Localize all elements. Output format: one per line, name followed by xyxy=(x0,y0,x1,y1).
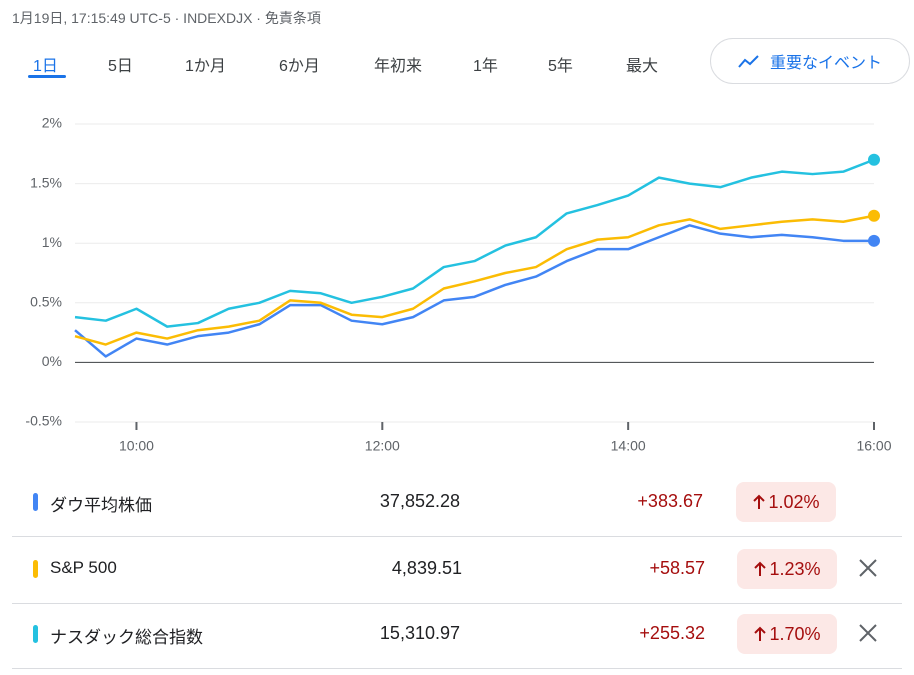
index-name: ナスダック総合指数 xyxy=(50,628,203,647)
legend-swatch xyxy=(33,625,38,643)
active-tab-underline xyxy=(28,75,66,78)
percent-label: 1.02% xyxy=(768,491,820,512)
up-arrow xyxy=(754,561,767,576)
series-line xyxy=(74,214,875,346)
percent-change: 1.70% xyxy=(737,614,837,654)
change: +383.67 xyxy=(637,491,703,511)
row-separator xyxy=(12,603,902,604)
events-icon xyxy=(738,55,759,68)
tab[interactable]: 1日 xyxy=(33,58,58,75)
tab[interactable]: 1年 xyxy=(473,58,498,75)
close-icon xyxy=(859,624,877,642)
row-separator xyxy=(12,668,902,669)
remove-button[interactable] xyxy=(857,555,879,586)
x-tick-label: 12:00 xyxy=(365,438,400,454)
price: 37,852.28 xyxy=(379,491,460,511)
end-dot xyxy=(868,234,880,247)
percent-change: 1.23% xyxy=(737,549,837,589)
y-tick-label: 1% xyxy=(42,234,62,250)
x-tick-label: 10:00 xyxy=(119,438,154,454)
tab[interactable]: 5年 xyxy=(548,58,573,75)
remove-button[interactable] xyxy=(857,620,879,651)
tab[interactable]: 最大 xyxy=(626,58,659,75)
percent-change: 1.02% xyxy=(736,482,836,522)
percent-label: 1.23% xyxy=(769,558,821,579)
chart: -0.5% 0% 0.5% 1% 1.5% 2% 10:00 12:00 14:00 16:00 xyxy=(25,115,891,454)
price: 4,839.51 xyxy=(391,558,462,578)
events-button[interactable]: 重要なイベント xyxy=(710,38,910,84)
series-line xyxy=(74,158,875,328)
end-dot xyxy=(868,153,880,166)
events-label: 重要なイベント xyxy=(769,55,882,72)
tab[interactable]: 年初来 xyxy=(374,58,423,75)
y-tick-label: 1.5% xyxy=(30,174,62,190)
price: 15,310.97 xyxy=(379,623,460,643)
percent-label: 1.70% xyxy=(769,623,821,644)
x-tick-label: 14:00 xyxy=(611,438,646,454)
up-arrow xyxy=(753,494,766,509)
y-tick-label: -0.5% xyxy=(25,413,62,429)
tab[interactable]: 6か月 xyxy=(279,58,320,75)
tab[interactable]: 1か月 xyxy=(185,58,226,75)
header-meta: 1月19日, 17:15:49 UTC-5 · INDEXDJX · 免責条項 xyxy=(12,10,321,26)
change: +255.32 xyxy=(639,623,705,643)
y-tick-label: 0.5% xyxy=(30,294,62,310)
legend-swatch xyxy=(33,560,38,578)
row-separator xyxy=(12,536,902,537)
up-arrow xyxy=(754,626,767,641)
legend-swatch xyxy=(33,493,38,511)
y-tick-label: 2% xyxy=(42,115,62,131)
end-dot xyxy=(868,209,880,222)
tab[interactable]: 5日 xyxy=(108,58,133,75)
index-name: ダウ平均株価 xyxy=(50,496,152,515)
series-line xyxy=(74,224,874,358)
x-tick-label: 16:00 xyxy=(856,438,891,454)
index-name: S&P 500 xyxy=(50,558,117,577)
close-icon xyxy=(859,559,877,577)
y-tick-label: 0% xyxy=(42,353,62,369)
change: +58.57 xyxy=(649,558,705,578)
